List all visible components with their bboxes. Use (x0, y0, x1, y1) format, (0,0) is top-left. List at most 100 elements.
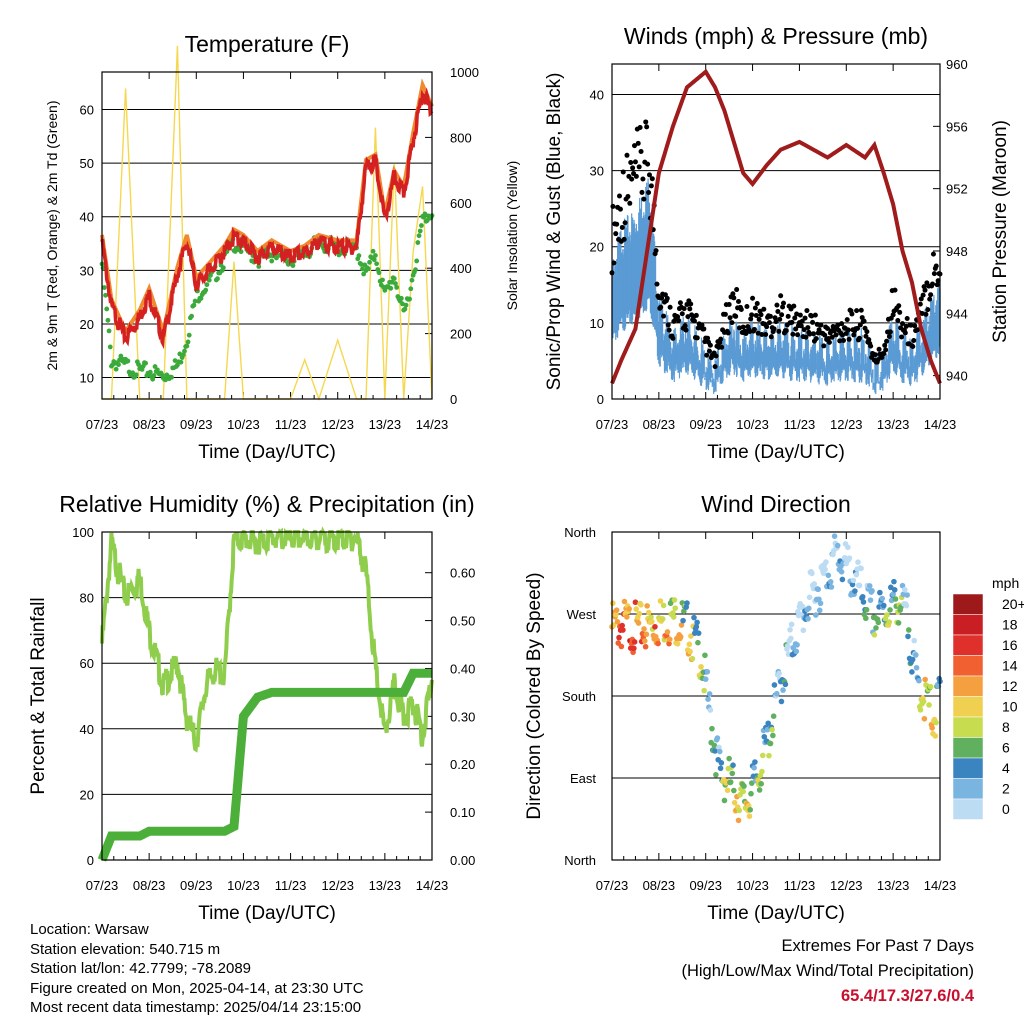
gust-point (670, 335, 676, 341)
gust-point (895, 317, 901, 323)
direction-point (729, 770, 736, 777)
dewpoint-point (133, 372, 139, 378)
gust-point (727, 315, 733, 321)
dewpoint-point (152, 364, 158, 369)
dewpoint-point (198, 296, 204, 301)
gust-point (758, 312, 764, 318)
dewpoint-point (361, 271, 367, 277)
gust-point (864, 329, 870, 335)
direction-point (713, 771, 719, 778)
dewpoint-point (143, 360, 149, 366)
y-tick-label: 40 (80, 210, 94, 225)
gust-point (641, 196, 647, 202)
direction-point (632, 599, 639, 606)
extremes-values: 65.4/17.3/27.6/0.4 (840, 987, 974, 1005)
direction-point (809, 570, 815, 577)
x-axis-label: Time (Day/UTC) (707, 442, 845, 463)
direction-point (633, 606, 640, 612)
gust-point (704, 352, 710, 358)
gust-point (910, 344, 916, 350)
gust-point (777, 316, 783, 322)
chart-title: Relative Humidity (%) & Precipitation (i… (59, 491, 474, 517)
gust-point (822, 332, 828, 338)
gust-point (861, 318, 867, 324)
direction-point (755, 777, 761, 783)
gust-point (876, 346, 882, 352)
gust-point (917, 301, 923, 307)
legend-label: 8 (1002, 719, 1010, 735)
direction-point (899, 582, 906, 589)
direction-point (695, 630, 702, 636)
gust-point (789, 319, 795, 325)
gust-point (625, 194, 631, 200)
dewpoint-point (417, 228, 423, 234)
x-tick-label: 08/23 (133, 417, 166, 432)
dewpoint-point (150, 376, 156, 382)
gust-point (688, 301, 694, 307)
gust-point (731, 295, 737, 301)
direction-point (688, 633, 694, 639)
gust-point (794, 311, 800, 317)
direction-point (767, 740, 774, 747)
direction-point (794, 642, 800, 648)
legend-swatch (952, 696, 984, 718)
y-axis-label: Percent & Total Rainfall (28, 597, 49, 794)
dewpoint-point (147, 369, 153, 375)
dewpoint-point (402, 306, 408, 312)
y-tick-label: North (564, 853, 596, 868)
gust-point (637, 125, 643, 131)
y-tick-label: 10 (80, 371, 94, 386)
gust-point (694, 335, 700, 341)
dewpoint-point (154, 367, 160, 373)
legend-swatch (952, 634, 984, 656)
gust-point (661, 313, 667, 319)
direction-point (631, 645, 637, 652)
direction-point (891, 578, 897, 585)
direction-point (759, 752, 766, 759)
direction-point (912, 652, 919, 658)
gust-point (818, 322, 824, 328)
direction-point (655, 640, 661, 647)
direction-point (805, 615, 811, 622)
direction-point (846, 555, 853, 561)
direction-point (752, 759, 758, 765)
direction-point (776, 670, 782, 677)
gust-point (775, 308, 781, 314)
direction-point (933, 719, 939, 726)
dewpoint-point (370, 248, 376, 254)
legend-title: mph (992, 575, 1019, 591)
gust-point (886, 333, 892, 339)
gust-point (667, 304, 673, 310)
direction-point (811, 581, 818, 587)
gust-point (616, 193, 622, 199)
y-tick-label: 10 (590, 316, 604, 331)
direction-point (877, 589, 883, 596)
direction-point (909, 656, 916, 663)
direction-point (614, 619, 621, 625)
direction-point (895, 620, 902, 626)
gust-point (646, 189, 652, 195)
direction-point (704, 668, 711, 675)
gust-point (908, 322, 914, 328)
direction-point (644, 603, 650, 609)
dewpoint-point (118, 353, 124, 359)
direction-point (698, 664, 704, 670)
gust-point (627, 200, 633, 206)
direction-point (747, 806, 754, 813)
gust-point (747, 329, 753, 335)
gust-point (928, 292, 934, 298)
direction-point (761, 733, 768, 740)
gust-point (763, 332, 769, 338)
y-tick-label: 20 (80, 787, 94, 802)
gust-point (676, 318, 682, 324)
direction-point (702, 676, 709, 682)
direction-point (921, 715, 928, 722)
direction-point (642, 638, 648, 644)
gust-point (645, 161, 651, 167)
x-tick-label: 10/23 (227, 878, 260, 893)
gust-point (915, 327, 921, 333)
y2-tick-label: 0.20 (450, 757, 475, 772)
gust-point (761, 306, 767, 312)
gust-point (713, 353, 719, 359)
gust-point (712, 364, 718, 370)
